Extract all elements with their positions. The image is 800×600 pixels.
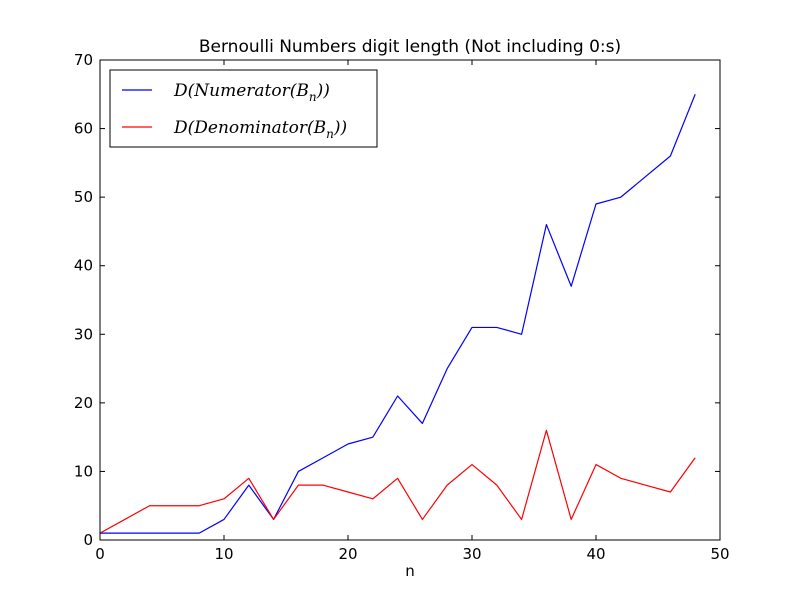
y-tick-label: 40 (74, 257, 93, 275)
y-tick-label: 10 (74, 462, 93, 480)
legend-label-main: D(Numerator(B (173, 81, 309, 101)
legend: D(Numerator(Bn))D(Denominator(Bn)) (109, 69, 378, 148)
x-tick-label: 40 (586, 545, 605, 563)
y-tick-label: 20 (74, 394, 93, 412)
legend-label-tail: )) (316, 81, 330, 101)
y-tick-label: 70 (74, 51, 93, 69)
x-tick-label: 20 (338, 545, 357, 563)
plot-frame (99, 59, 721, 541)
legend-label: D(Denominator(Bn)) (173, 118, 347, 141)
y-tick-label: 50 (74, 188, 93, 206)
legend-label-tail: )) (333, 118, 347, 138)
series-line-0 (100, 94, 696, 534)
axis-ticks: 0 10 20 30 40 50 0 10 20 30 40 50 60 70 (74, 51, 730, 563)
legend-label-main: D(Denominator(B (173, 118, 326, 138)
legend-label-subscript: n (309, 90, 317, 104)
y-tick-label: 60 (74, 120, 93, 138)
chart-title: Bernoulli Numbers digit length (Not incl… (199, 37, 621, 57)
series-layer (99, 94, 696, 534)
legend-label-subscript: n (326, 127, 334, 141)
legend-box (109, 69, 378, 148)
legend-label: D(Numerator(Bn)) (173, 81, 330, 104)
series-line-1 (99, 429, 696, 534)
x-tick-label: 0 (95, 545, 105, 563)
x-tick-label: 30 (462, 545, 481, 563)
x-tick-label: 50 (710, 545, 729, 563)
x-tick-label: 10 (214, 545, 233, 563)
y-tick-label: 30 (74, 325, 93, 343)
y-tick-label: 0 (83, 531, 93, 549)
x-axis-label: n (405, 562, 415, 580)
